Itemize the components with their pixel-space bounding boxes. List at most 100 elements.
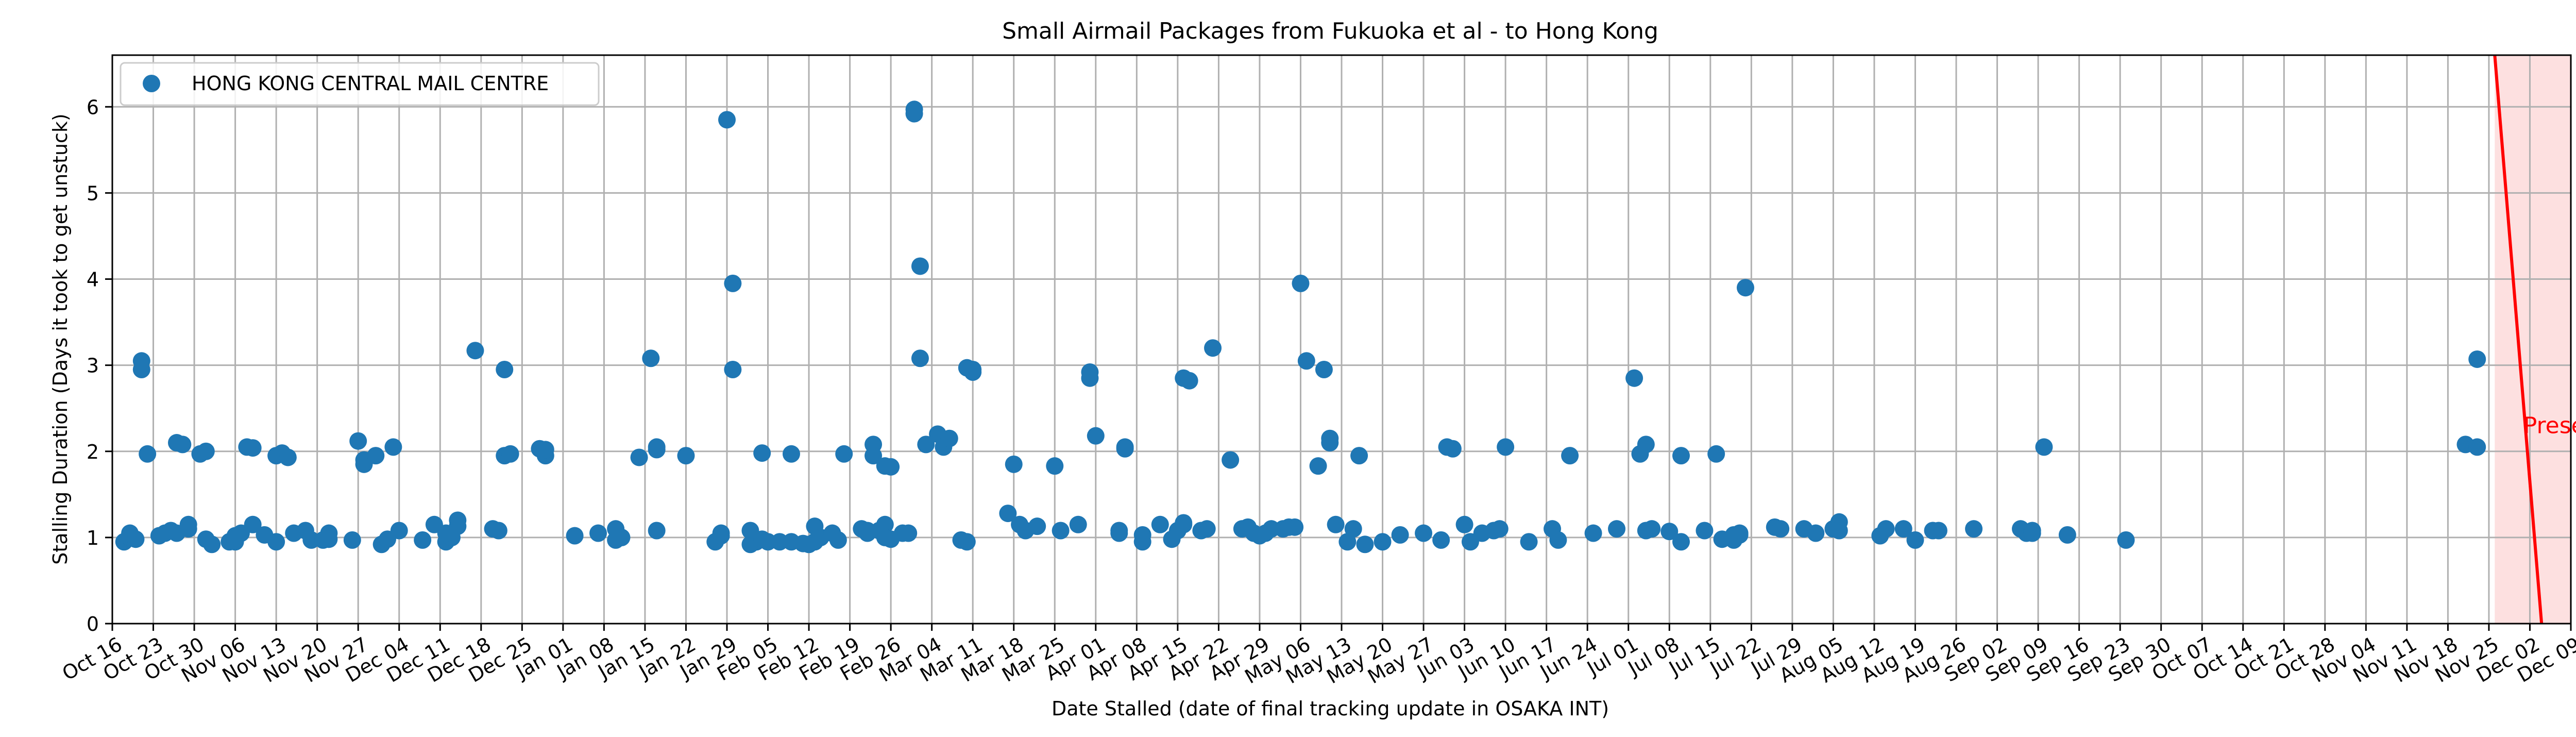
data-point: [343, 531, 361, 549]
data-point: [677, 447, 695, 465]
data-point: [1133, 533, 1151, 551]
data-point: [489, 522, 507, 540]
data-point: [2468, 438, 2486, 456]
data-point: [349, 432, 367, 450]
y-tick-label: 0: [87, 613, 99, 635]
legend: HONG KONG CENTRAL MAIL CENTRE: [120, 62, 600, 106]
data-point: [589, 524, 607, 542]
data-point: [1391, 526, 1409, 544]
data-point: [390, 522, 408, 540]
data-point: [1772, 520, 1790, 538]
data-point: [712, 524, 730, 542]
data-point: [1672, 447, 1690, 465]
data-point: [2023, 524, 2041, 542]
data-point: [882, 458, 900, 476]
data-point: [1415, 524, 1433, 542]
data-point: [1087, 427, 1105, 445]
data-point: [1696, 522, 1714, 540]
data-point: [613, 528, 631, 546]
data-point: [1309, 457, 1327, 475]
data-point: [1327, 515, 1345, 533]
data-point: [1877, 520, 1895, 538]
data-point: [1028, 517, 1046, 535]
legend-label: HONG KONG CENTRAL MAIL CENTRE: [192, 72, 549, 95]
data-point: [1497, 438, 1515, 456]
y-tick-label: 1: [87, 527, 99, 549]
data-point: [367, 447, 385, 465]
data-point: [1116, 440, 1134, 458]
data-point: [1807, 524, 1825, 542]
data-point: [911, 257, 929, 275]
data-point: [1965, 520, 1983, 538]
data-point: [1175, 514, 1193, 532]
y-tick-label: 6: [87, 96, 99, 119]
data-point: [905, 105, 923, 123]
data-point: [753, 444, 771, 462]
data-point: [179, 515, 197, 533]
present-shade: [2495, 55, 2571, 624]
y-axis-label: Stalling Duration (Days it took to get u…: [49, 113, 72, 565]
data-point: [917, 435, 935, 454]
data-point: [197, 442, 215, 460]
data-point: [1561, 447, 1579, 465]
data-point: [648, 522, 666, 540]
data-point: [865, 435, 883, 454]
data-point: [1204, 339, 1222, 357]
data-point: [1356, 535, 1374, 554]
data-point: [829, 531, 847, 549]
data-point: [1929, 522, 1947, 540]
data-point: [437, 524, 455, 542]
y-tick-label: 4: [87, 269, 99, 291]
data-point: [203, 535, 221, 554]
data-point: [127, 530, 145, 548]
data-points: [115, 100, 2486, 554]
data-point: [1315, 360, 1333, 378]
data-point: [1046, 457, 1064, 475]
data-point: [566, 527, 584, 545]
data-point: [1374, 533, 1392, 551]
data-point: [226, 533, 244, 551]
data-point: [132, 352, 150, 370]
data-point: [1490, 520, 1509, 538]
data-point: [1286, 518, 1304, 536]
legend-box: [120, 62, 600, 106]
data-point: [414, 531, 432, 549]
data-point: [1672, 533, 1690, 551]
data-point: [1643, 520, 1661, 538]
data-point: [244, 439, 262, 457]
data-point: [1151, 515, 1169, 533]
data-point: [1455, 515, 1473, 533]
data-point: [1894, 520, 1912, 538]
data-point: [1069, 515, 1087, 533]
data-point: [1081, 369, 1099, 387]
data-point: [496, 360, 514, 378]
data-point: [1198, 520, 1216, 538]
present-label: Present: [2523, 413, 2576, 439]
data-point: [384, 438, 402, 456]
y-tick-label: 3: [87, 355, 99, 377]
data-point: [2058, 526, 2076, 544]
data-point: [1549, 531, 1567, 549]
data-point: [782, 445, 800, 463]
data-point: [940, 429, 958, 447]
data-point: [1520, 533, 1538, 551]
data-point: [724, 360, 742, 378]
data-point: [1736, 279, 1754, 297]
data-point: [244, 515, 262, 533]
legend-marker: [143, 75, 160, 92]
data-point: [320, 530, 338, 548]
data-point: [964, 360, 982, 378]
data-point: [642, 349, 660, 367]
data-point: [174, 435, 192, 454]
data-point: [1830, 513, 1848, 531]
data-point: [718, 111, 736, 129]
data-point: [630, 448, 648, 466]
data-point: [1180, 372, 1198, 390]
data-point: [999, 505, 1017, 523]
data-point: [724, 274, 742, 292]
chart-title: Small Airmail Packages from Fukuoka et a…: [1002, 18, 1658, 44]
data-point: [1637, 435, 1655, 454]
data-point: [1660, 523, 1679, 541]
